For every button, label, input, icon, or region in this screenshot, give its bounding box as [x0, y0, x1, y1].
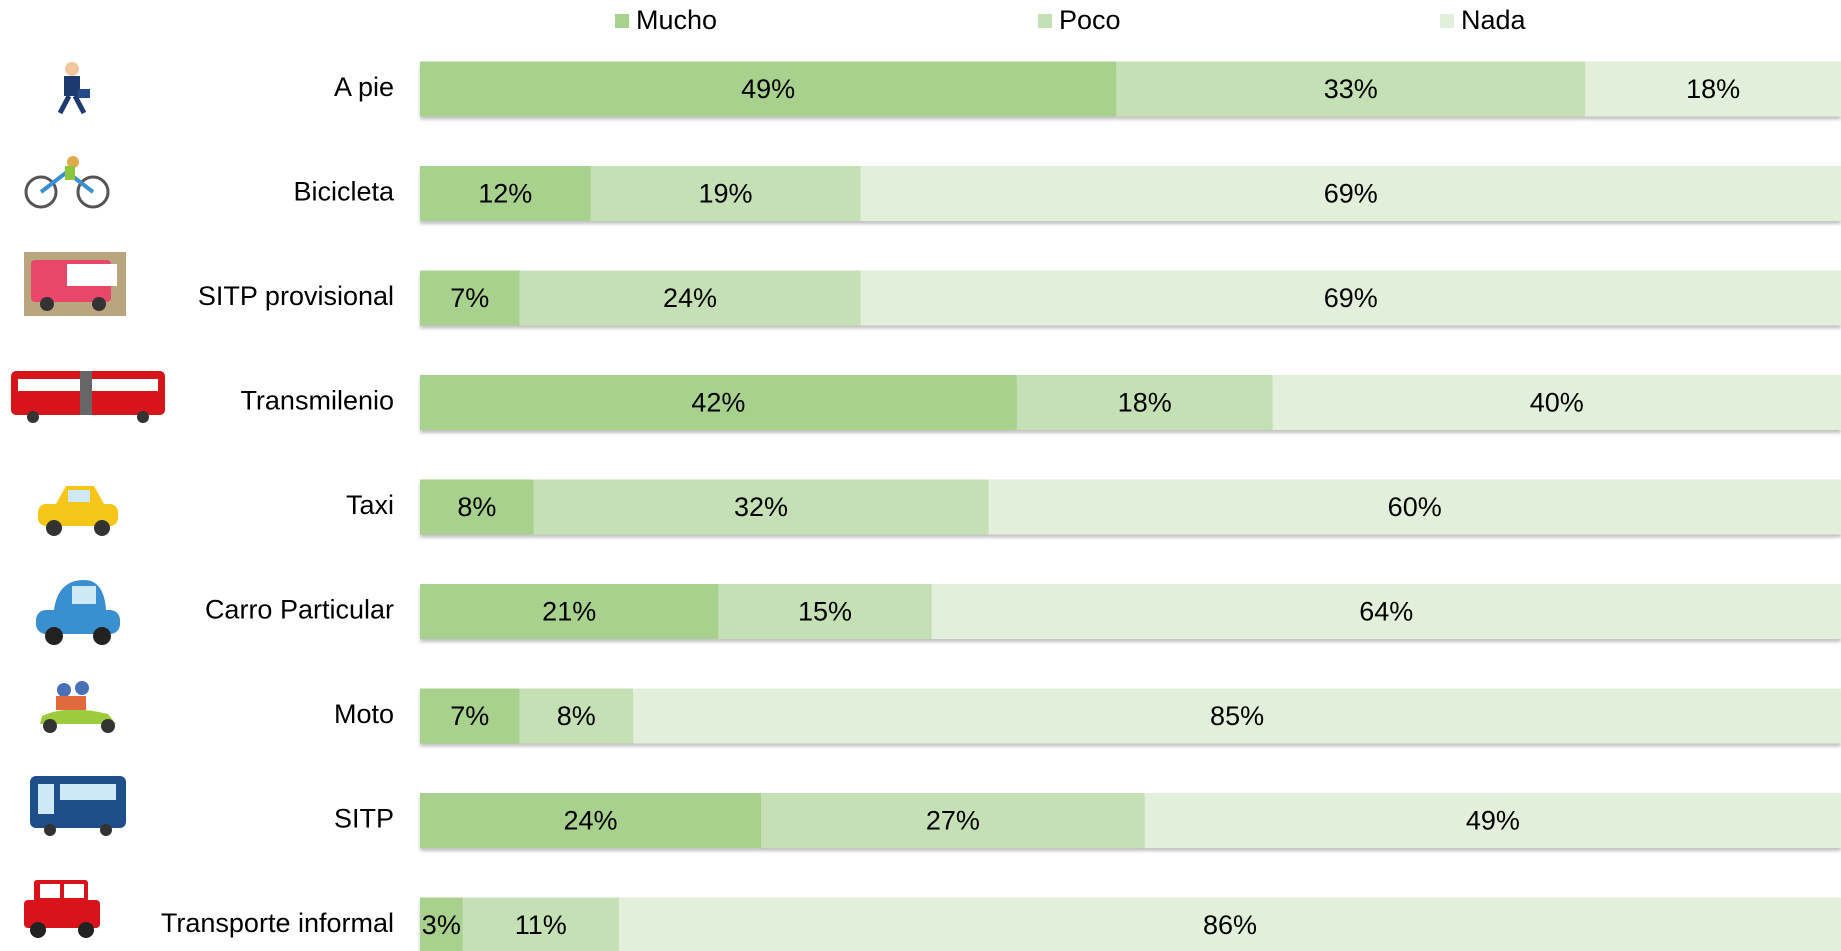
bar-segment	[931, 584, 1841, 639]
category-label: SITP	[334, 804, 394, 834]
data-label: 69%	[1324, 179, 1378, 209]
legend-swatch	[1038, 14, 1052, 28]
bar-segment	[633, 688, 1841, 744]
icon-taxi	[38, 486, 118, 536]
data-label: 32%	[734, 492, 788, 522]
bar-segment	[860, 270, 1841, 326]
legend-swatch	[1440, 14, 1454, 28]
icon-transmilenio	[11, 371, 165, 423]
category-label: SITP provisional	[198, 281, 394, 311]
bar-row	[420, 897, 1841, 951]
data-label: 40%	[1530, 388, 1584, 418]
category-label: Bicicleta	[293, 177, 395, 207]
legend-label: Mucho	[636, 5, 717, 35]
icon-motorbike	[40, 681, 116, 733]
bar-row	[420, 584, 1841, 639]
bar-segment	[988, 479, 1841, 535]
data-label: 8%	[457, 492, 496, 522]
bar-segment	[1116, 61, 1586, 117]
bar-segment	[420, 375, 1017, 430]
data-label: 7%	[450, 701, 489, 731]
data-label: 42%	[691, 388, 745, 418]
data-label: 24%	[663, 283, 717, 313]
data-label: 18%	[1686, 74, 1740, 104]
data-label: 21%	[542, 597, 596, 627]
legend-label: Poco	[1059, 5, 1121, 35]
bar-segment	[718, 584, 932, 639]
data-label: 27%	[926, 806, 980, 836]
category-label: Transporte informal	[161, 908, 394, 938]
data-label: 19%	[698, 179, 752, 209]
bar-row	[420, 61, 1841, 117]
bar-segment	[1272, 375, 1841, 430]
bar-segment	[533, 479, 989, 535]
icon-sitp-provisional	[24, 252, 126, 316]
bar-segment	[420, 166, 591, 221]
legend-label: Nada	[1461, 5, 1527, 35]
bar-row	[420, 270, 1841, 326]
data-label: 86%	[1203, 910, 1257, 940]
data-label: 12%	[478, 179, 532, 209]
bar-segment	[420, 897, 463, 951]
icon-walker	[57, 62, 90, 115]
bar-segment	[420, 793, 762, 848]
data-label: 3%	[422, 910, 461, 940]
category-label: Transmilenio	[240, 386, 394, 416]
category-label: Moto	[334, 699, 394, 729]
icon-bicycle	[24, 156, 110, 209]
data-label: 85%	[1210, 701, 1264, 731]
icon-sitp	[30, 776, 126, 836]
data-label: 18%	[1118, 388, 1172, 418]
bar-segment	[761, 793, 1145, 848]
bar-row	[420, 166, 1841, 221]
bar-segment	[1585, 61, 1841, 117]
bar-segment	[420, 584, 719, 639]
data-label: 8%	[557, 701, 596, 731]
legend-swatch	[615, 14, 629, 28]
bar-row	[420, 688, 1841, 744]
data-label: 49%	[1466, 806, 1520, 836]
category-label: A pie	[334, 72, 394, 102]
data-label: 33%	[1324, 74, 1378, 104]
icons	[11, 62, 165, 938]
data-label: 24%	[563, 806, 617, 836]
data-label: 11%	[515, 910, 567, 940]
data-label: 64%	[1359, 597, 1413, 627]
bar-segment	[420, 270, 520, 326]
bar-row	[420, 479, 1841, 535]
bar-segment	[420, 688, 520, 744]
bar-segment	[860, 166, 1841, 221]
bar-segment	[420, 479, 534, 535]
bar-segment	[1144, 793, 1841, 848]
bar-segment	[420, 61, 1117, 117]
bar-segment	[519, 688, 634, 744]
bar-row	[420, 793, 1841, 848]
bar-segment	[1016, 375, 1273, 430]
data-label: 15%	[798, 597, 852, 627]
icon-informal	[24, 880, 100, 938]
data-label: 60%	[1388, 492, 1442, 522]
bar-segment	[519, 270, 861, 326]
data-label: 69%	[1324, 283, 1378, 313]
data-label: 7%	[450, 283, 489, 313]
data-label: 49%	[741, 74, 795, 104]
category-label: Carro Particular	[205, 595, 394, 625]
bar-row	[420, 375, 1841, 430]
bar-segment	[462, 897, 619, 951]
bar-segment	[618, 897, 1841, 951]
icon-car	[36, 580, 120, 645]
bar-segment	[590, 166, 861, 221]
category-label: Taxi	[346, 490, 394, 520]
